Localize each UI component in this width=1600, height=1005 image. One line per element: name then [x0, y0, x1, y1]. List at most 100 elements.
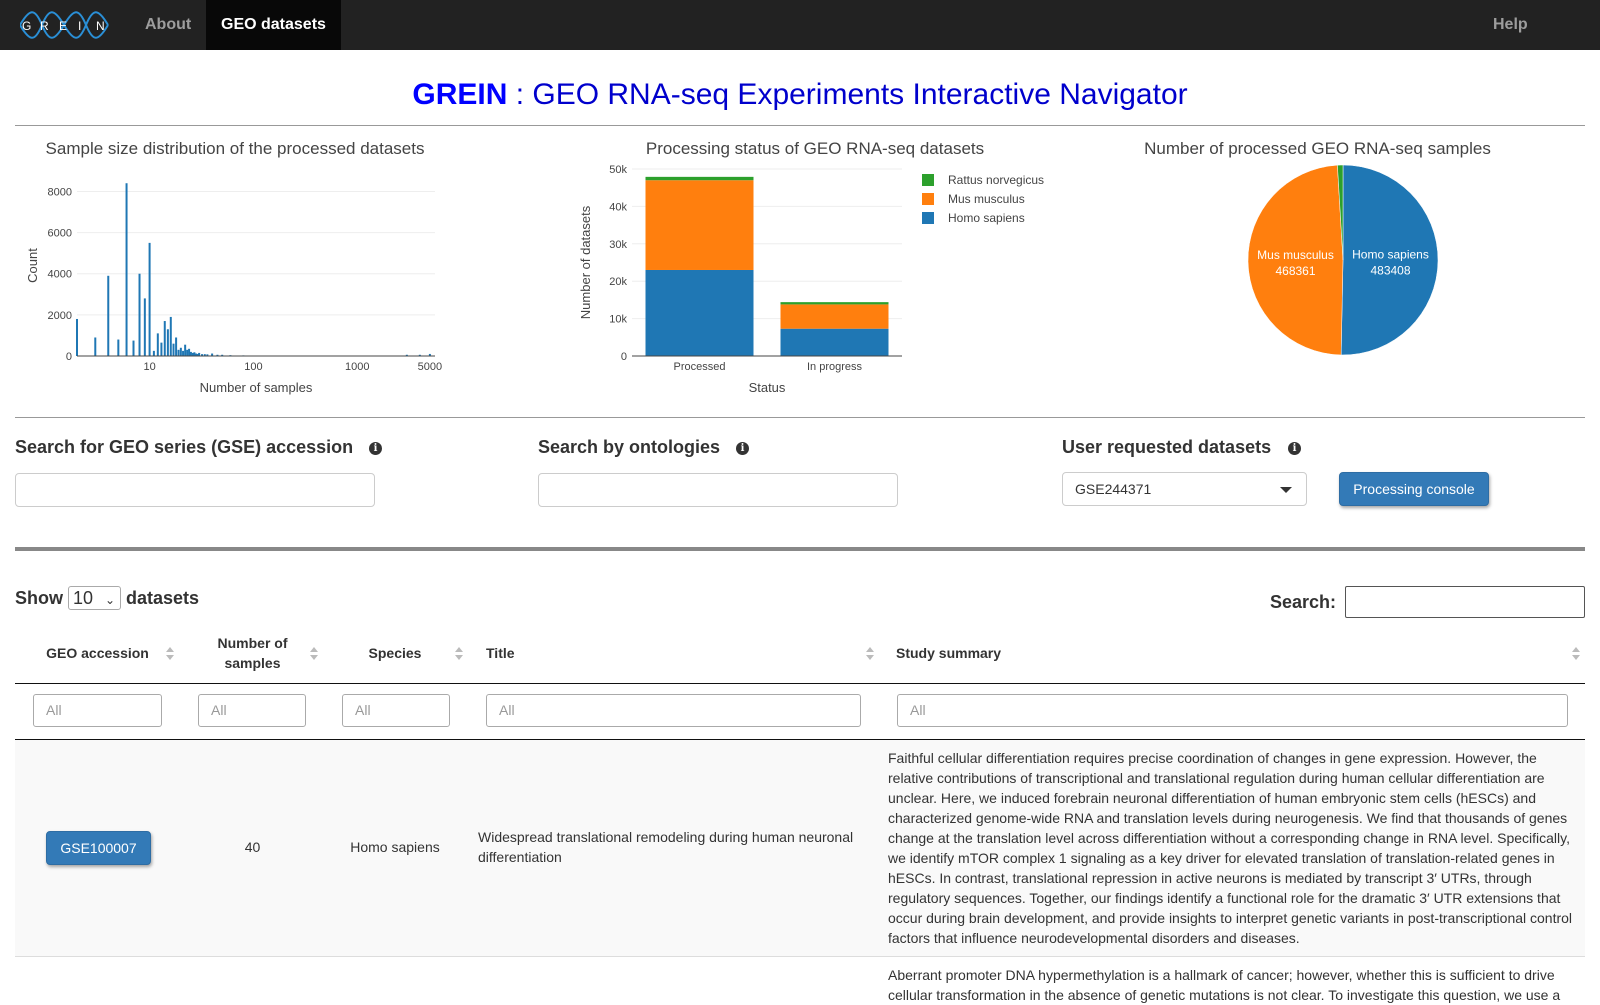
pie-slice-value: 483408	[1370, 263, 1410, 277]
gse-accession-button[interactable]: GSE100007	[46, 831, 151, 865]
x-tick-label: In progress	[807, 361, 863, 373]
col-label: samples	[224, 655, 280, 671]
page-length-select[interactable]: 10 ⌄	[68, 586, 121, 610]
histogram-bar	[170, 317, 172, 356]
col-label: Number of	[218, 635, 288, 651]
nav-about[interactable]: About	[130, 0, 206, 50]
stacked-bar-segment	[781, 304, 889, 328]
top-navbar: G R E I N About GEO datasets Help	[0, 0, 1600, 50]
x-tick-label: 1000	[345, 361, 369, 373]
filter-number-of-samples[interactable]: All	[198, 694, 306, 727]
table-search-input[interactable]	[1345, 586, 1585, 618]
histogram-bar	[178, 350, 180, 356]
logo-letter: E	[59, 19, 67, 33]
y-tick-label: 40k	[609, 201, 627, 213]
y-tick-label: 10k	[609, 314, 627, 326]
histogram-bar	[94, 337, 96, 356]
sort-icon[interactable]	[455, 647, 463, 661]
cell-species: Homo sapiens	[340, 837, 450, 857]
chevron-down-icon: ⌄	[105, 589, 115, 611]
ontology-search-label: Search by ontologies	[538, 437, 720, 458]
stacked-bar-segment	[646, 180, 754, 270]
histogram-bar	[167, 329, 169, 356]
gse-search-label: Search for GEO series (GSE) accession	[15, 437, 353, 458]
histogram-bar	[139, 274, 141, 356]
histogram-bar	[107, 276, 109, 356]
pie-slice-label: Homo sapiens	[1352, 247, 1429, 261]
col-label: Title	[486, 645, 515, 661]
col-species[interactable]: Species	[340, 643, 450, 663]
y-tick-label: 20k	[609, 276, 627, 288]
user-requested-value: GSE244371	[1075, 481, 1151, 497]
y-axis-title: Number of datasets	[578, 205, 593, 319]
legend-swatch	[922, 212, 934, 224]
histogram-bar	[126, 183, 128, 356]
col-geo-accession[interactable]: GEO accession	[30, 643, 165, 663]
search-label: Search:	[1270, 592, 1336, 613]
datasets-label: datasets	[126, 588, 199, 609]
histogram-bar	[76, 319, 78, 356]
brand-name: GREIN	[412, 78, 507, 111]
filter-geo-accession[interactable]: All	[33, 694, 162, 727]
legend-swatch	[922, 193, 934, 205]
filter-title[interactable]: All	[486, 694, 861, 727]
stacked-bar-segment	[646, 177, 754, 180]
pie-slice-value: 468361	[1275, 264, 1315, 278]
sort-icon[interactable]	[166, 647, 174, 661]
nav-geo-datasets[interactable]: GEO datasets	[206, 0, 341, 50]
processing-console-button[interactable]: Processing console	[1339, 472, 1489, 506]
col-number-of-samples[interactable]: Number of samples	[190, 633, 315, 673]
histogram-bar	[164, 321, 166, 356]
sort-icon[interactable]	[866, 647, 874, 661]
col-study-summary[interactable]: Study summary	[896, 643, 1001, 663]
x-tick-label: 5000	[418, 361, 442, 373]
chevron-down-icon	[1280, 487, 1292, 493]
info-icon[interactable]: i	[1288, 442, 1301, 455]
x-axis-title: Status	[749, 380, 786, 395]
nav-help[interactable]: Help	[1478, 0, 1543, 50]
ontology-search-input[interactable]	[538, 473, 898, 507]
x-tick-label: Processed	[674, 361, 726, 373]
legend-label: Rattus norvegicus	[948, 173, 1044, 187]
divider	[15, 125, 1585, 126]
y-tick-label: 0	[621, 351, 627, 363]
histogram-bar	[133, 341, 135, 356]
stacked-bar-segment	[646, 270, 754, 356]
y-tick-label: 8000	[48, 186, 72, 198]
bar-chart-title: Processing status of GEO RNA-seq dataset…	[600, 139, 1030, 159]
cell-samples: 40	[190, 837, 315, 857]
divider	[15, 417, 1585, 418]
col-title[interactable]: Title	[486, 643, 515, 663]
x-tick-label: 100	[244, 361, 262, 373]
sort-icon[interactable]	[310, 647, 318, 661]
col-label: Study summary	[896, 645, 1001, 661]
legend-swatch	[922, 174, 934, 186]
stacked-bar-segment	[781, 302, 889, 304]
page-length-value: 10	[73, 588, 93, 608]
user-requested-select[interactable]: GSE244371	[1062, 472, 1307, 506]
sort-icon[interactable]	[1572, 647, 1580, 661]
x-axis-title: Number of samples	[200, 380, 313, 395]
histogram-bar	[173, 344, 175, 356]
grein-logo[interactable]: G R E I N	[20, 6, 110, 44]
logo-letter: G	[22, 19, 31, 33]
y-tick-label: 30k	[609, 239, 627, 251]
show-label: Show	[15, 588, 63, 609]
filter-species[interactable]: All	[342, 694, 450, 727]
info-icon[interactable]: i	[736, 442, 749, 455]
header-border	[15, 683, 1585, 684]
filter-study-summary[interactable]: All	[897, 694, 1568, 727]
cell-summary: Faithful cellular differentiation requir…	[888, 748, 1578, 948]
stacked-bar-segment	[781, 329, 889, 356]
page-subtitle: : GEO RNA-seq Experiments Interactive Na…	[507, 78, 1187, 111]
info-icon[interactable]: i	[369, 442, 382, 455]
y-tick-label: 6000	[48, 228, 72, 240]
user-requested-label: User requested datasets	[1062, 437, 1271, 458]
histogram-bar	[157, 333, 159, 356]
page-title: GREIN : GEO RNA-seq Experiments Interact…	[0, 78, 1600, 112]
gse-search-input[interactable]	[15, 473, 375, 507]
histogram-bar	[153, 351, 155, 356]
